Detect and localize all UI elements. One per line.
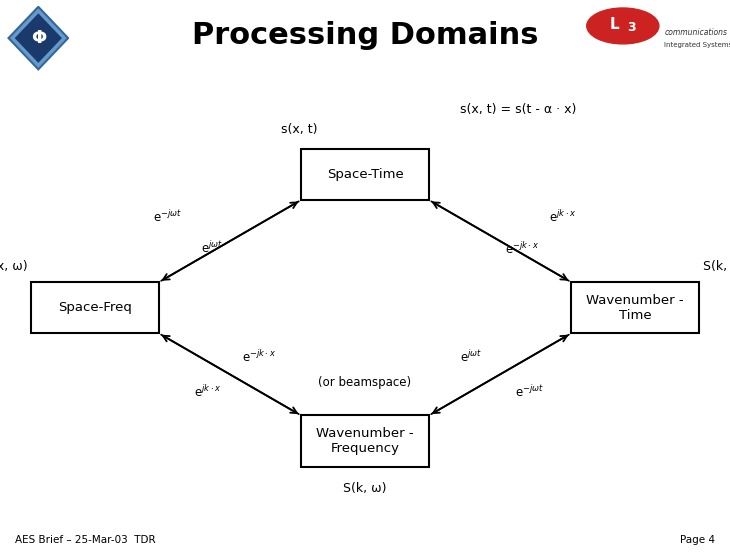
Text: Φ: Φ xyxy=(31,29,46,47)
Text: (or beamspace): (or beamspace) xyxy=(318,376,412,389)
Bar xyxy=(31,282,158,333)
Text: S(x, ω): S(x, ω) xyxy=(0,261,28,273)
Text: Wavenumber -
Frequency: Wavenumber - Frequency xyxy=(316,427,414,455)
Text: Space-Freq: Space-Freq xyxy=(58,301,132,314)
Text: Space-Time: Space-Time xyxy=(326,168,404,181)
Text: e$^{-j\omega t}$: e$^{-j\omega t}$ xyxy=(153,209,182,225)
Polygon shape xyxy=(15,13,62,63)
Text: e$^{-j\omega t}$: e$^{-j\omega t}$ xyxy=(515,384,544,400)
Text: S(k, t): S(k, t) xyxy=(702,261,730,273)
Text: Page 4: Page 4 xyxy=(680,535,715,545)
Circle shape xyxy=(587,8,659,44)
Text: Processing Domains: Processing Domains xyxy=(192,22,538,50)
Text: e$^{j\omega t}$: e$^{j\omega t}$ xyxy=(460,349,482,364)
Text: communications: communications xyxy=(664,28,728,38)
Text: e$^{j\omega t}$: e$^{j\omega t}$ xyxy=(201,240,223,256)
Text: AES Brief – 25-Mar-03  TDR: AES Brief – 25-Mar-03 TDR xyxy=(15,535,155,545)
Text: Wavenumber -
Time: Wavenumber - Time xyxy=(586,294,684,322)
Bar xyxy=(572,282,699,333)
Text: Integrated Systems: Integrated Systems xyxy=(664,43,730,48)
Polygon shape xyxy=(9,7,68,70)
Text: L: L xyxy=(610,17,619,32)
Text: s(x, t) = s(t - α · x): s(x, t) = s(t - α · x) xyxy=(460,103,576,116)
Bar xyxy=(301,149,429,200)
Text: s(x, t): s(x, t) xyxy=(281,123,318,136)
Text: e$^{jk \cdot x}$: e$^{jk \cdot x}$ xyxy=(194,384,222,400)
Text: S(k, ω): S(k, ω) xyxy=(343,482,387,495)
Text: 3: 3 xyxy=(627,21,636,34)
Text: e$^{-jk \cdot x}$: e$^{-jk \cdot x}$ xyxy=(505,241,539,257)
Text: e$^{-jk \cdot x}$: e$^{-jk \cdot x}$ xyxy=(242,349,276,364)
Bar xyxy=(301,416,429,466)
Text: e$^{jk \cdot x}$: e$^{jk \cdot x}$ xyxy=(548,209,576,225)
